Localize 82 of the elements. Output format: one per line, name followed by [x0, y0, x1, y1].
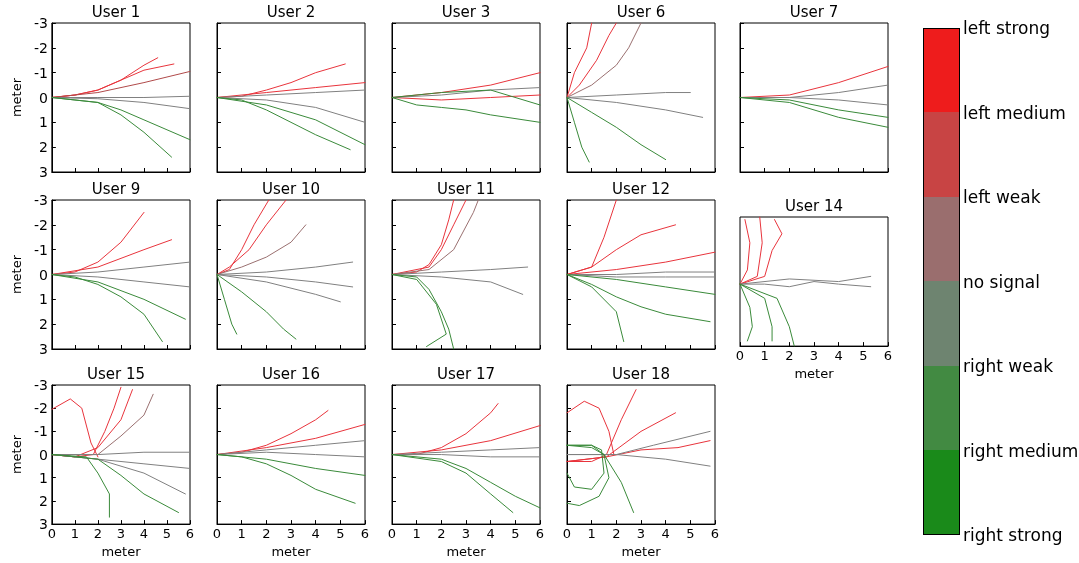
- x-axis-title: meter: [101, 544, 142, 559]
- x-axis-title: meter: [271, 544, 312, 559]
- x-tick-label: 0: [562, 526, 572, 542]
- x-tick-label: 5: [686, 526, 695, 542]
- x-tick-label: 6: [710, 526, 720, 542]
- y-tick-label: 2: [38, 492, 48, 509]
- x-tick-label: 5: [336, 526, 345, 542]
- chart-title: User 6: [616, 2, 666, 21]
- x-axis-title: meter: [446, 544, 487, 559]
- chart-title: User 17: [436, 364, 496, 383]
- chart-title: User 14: [784, 196, 844, 215]
- y-tick-label: -2: [33, 39, 48, 56]
- chart-title: User 12: [611, 179, 671, 198]
- x-tick-label: 2: [93, 526, 103, 542]
- chart-title: User 18: [611, 364, 671, 383]
- y-tick-label: 0: [38, 89, 48, 106]
- x-tick-label: 1: [587, 526, 596, 542]
- y-tick-label: 1: [38, 469, 48, 486]
- x-axis-title: meter: [621, 544, 662, 559]
- x-tick-label: 5: [511, 526, 520, 542]
- y-tick-label: 2: [38, 316, 48, 333]
- x-axis-title: meter: [794, 366, 835, 381]
- y-axis-title: meter: [9, 77, 24, 118]
- x-tick-label: 3: [116, 526, 126, 542]
- y-tick-label: -2: [33, 400, 48, 417]
- y-tick-label: 1: [38, 114, 48, 131]
- y-tick-label: -3: [33, 192, 48, 208]
- x-tick-label: 3: [286, 526, 296, 542]
- y-tick-label: 0: [38, 446, 48, 463]
- category-label: right weak: [963, 355, 1053, 377]
- chart-title: User 16: [261, 364, 321, 383]
- x-tick-label: 4: [311, 526, 320, 542]
- x-tick-label: 3: [809, 348, 819, 364]
- x-tick-label: 6: [883, 348, 893, 364]
- category-label: left weak: [963, 186, 1041, 208]
- x-tick-label: 6: [360, 526, 370, 542]
- y-axis-title: meter: [9, 254, 24, 295]
- y-tick-label: -1: [33, 64, 48, 81]
- x-tick-label: 4: [486, 526, 495, 542]
- y-tick-label: 0: [38, 266, 48, 283]
- category-label: left strong: [963, 17, 1051, 39]
- chart-title: User 11: [436, 179, 496, 198]
- chart-title: User 9: [91, 179, 141, 198]
- x-tick-label: 1: [760, 348, 769, 364]
- x-tick-label: 6: [535, 526, 545, 542]
- x-tick-label: 1: [412, 526, 421, 542]
- y-tick-label: -2: [33, 216, 48, 233]
- y-tick-label: -1: [33, 423, 48, 440]
- x-tick-label: 3: [461, 526, 471, 542]
- y-tick-label: 3: [38, 164, 48, 180]
- x-tick-label: 1: [237, 526, 246, 542]
- x-tick-label: 1: [70, 526, 80, 542]
- y-tick-label: -3: [33, 15, 48, 31]
- chart-title: User 10: [261, 179, 321, 198]
- category-label: right strong: [963, 524, 1063, 546]
- category-label: right medium: [963, 439, 1079, 462]
- x-tick-label: 2: [437, 526, 446, 542]
- x-tick-label: 0: [735, 348, 745, 364]
- x-tick-label: 2: [262, 526, 271, 542]
- x-tick-label: 2: [785, 348, 794, 364]
- chart-title: User 15: [86, 364, 146, 383]
- category-label: no signal: [963, 270, 1040, 293]
- y-tick-label: 2: [38, 139, 48, 156]
- chart-title: User 7: [789, 2, 839, 21]
- y-axis-title: meter: [9, 434, 24, 475]
- x-tick-label: 0: [387, 526, 397, 542]
- x-tick-label: 5: [859, 348, 868, 364]
- chart-title: User 1: [91, 2, 141, 21]
- x-tick-label: 4: [139, 526, 149, 542]
- x-tick-label: 2: [612, 526, 621, 542]
- y-tick-label: 1: [38, 291, 48, 308]
- category-label: left medium: [963, 101, 1066, 124]
- x-tick-label: 6: [185, 526, 195, 542]
- x-tick-label: 3: [636, 526, 646, 542]
- x-tick-label: 5: [162, 526, 172, 542]
- chart-title: User 3: [441, 2, 491, 21]
- y-tick-label: -3: [33, 377, 48, 393]
- y-tick-label: -1: [33, 241, 48, 258]
- x-tick-label: 4: [834, 348, 843, 364]
- x-tick-label: 0: [212, 526, 222, 542]
- x-tick-label: 4: [661, 526, 670, 542]
- chart-title: User 2: [266, 2, 316, 21]
